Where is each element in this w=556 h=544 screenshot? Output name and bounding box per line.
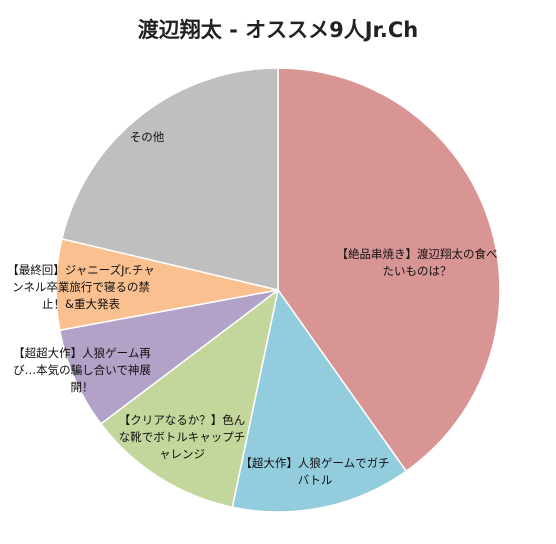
slice-label-6: その他 — [129, 130, 165, 144]
pie-slice-2 — [231, 288, 408, 513]
slice-label-4: 【超超大作】人狼ゲーム再び…本気の騙し合いで神展開！ — [13, 346, 151, 394]
slice-label-3: 【クリアなるか？】色んな靴でボトルキャップチャレンジ — [118, 413, 246, 461]
slice-label-5: 【最終回】ジャニーズJr.チャンネル卒業旅行で寝るの禁止！&重大発表 — [7, 263, 155, 311]
pie-slice-6 — [61, 67, 279, 291]
slice-label-2: 【超大作】人狼ゲームでガチバトル — [240, 456, 390, 487]
pie-slice-1 — [277, 67, 501, 473]
chart-title: 渡辺翔太 - オススメ9人Jr.Ch — [137, 18, 419, 42]
pie-slice-3 — [99, 288, 280, 509]
pie-slice-4 — [58, 289, 279, 425]
slice-label-1: 【絶品串焼き】渡辺翔太の食べたいものは？ — [336, 247, 498, 278]
